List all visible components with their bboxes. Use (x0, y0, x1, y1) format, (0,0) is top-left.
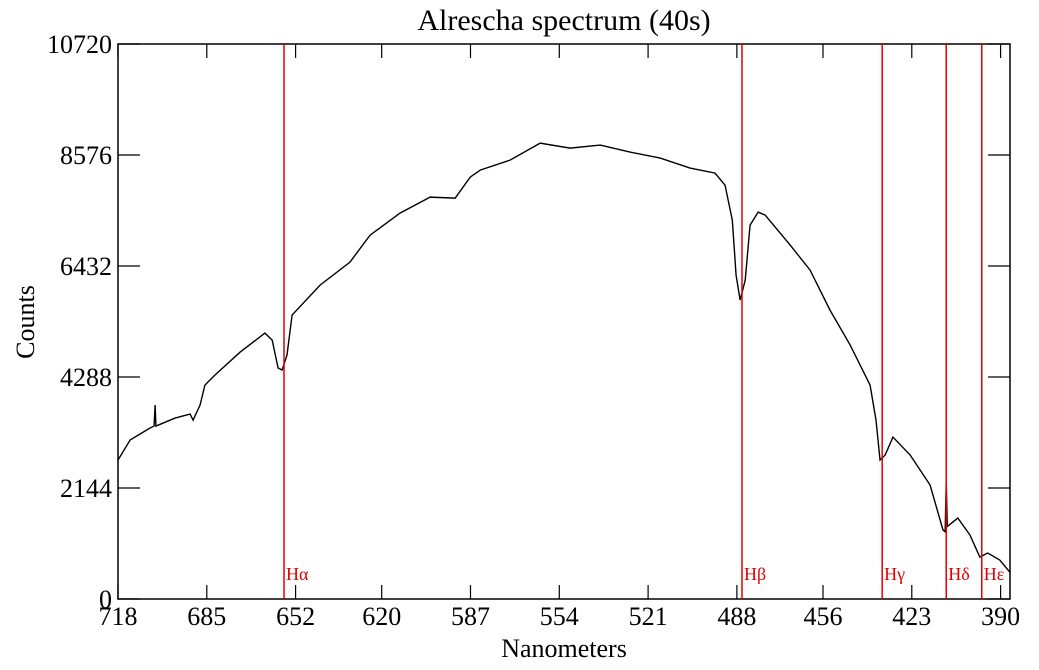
y-tick-label: 0 (99, 585, 112, 614)
y-tick-label: 10720 (47, 30, 112, 59)
reference-label: Hγ (884, 564, 905, 584)
plot-frame (117, 43, 1011, 600)
reference-label: Hδ (948, 564, 969, 584)
x-axis-label: Nanometers (501, 634, 627, 663)
x-tick-label: 652 (276, 602, 315, 631)
reference-label: Hα (286, 564, 309, 584)
y-tick-label: 4288 (60, 363, 112, 392)
x-tick-label: 390 (981, 602, 1020, 631)
x-tick-label: 423 (892, 602, 931, 631)
x-tick-label: 685 (187, 602, 226, 631)
reference-label: Hβ (744, 564, 766, 584)
spectrum-line (117, 142, 1011, 573)
x-tick-label: 456 (803, 602, 842, 631)
x-tick-label: 488 (717, 602, 756, 631)
x-tick-label: 521 (629, 602, 668, 631)
reference-label: Hε (984, 564, 1005, 584)
y-tick-label: 2144 (60, 474, 112, 503)
y-tick-label: 8576 (60, 141, 112, 170)
y-tick-label: 6432 (60, 252, 112, 281)
x-tick-label: 620 (362, 602, 401, 631)
x-tick-label: 587 (451, 602, 490, 631)
y-axis-label: Counts (11, 285, 40, 359)
chart-title: Alrescha spectrum (40s) (417, 4, 710, 37)
x-tick-label: 718 (99, 602, 138, 631)
x-tick-label: 554 (540, 602, 579, 631)
